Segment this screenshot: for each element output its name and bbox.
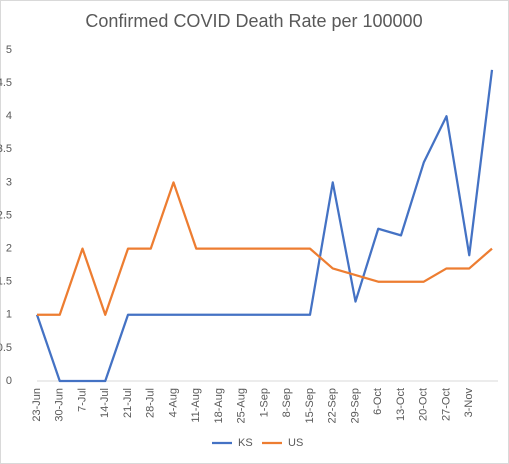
y-tick-label: 4 — [6, 110, 12, 122]
legend-label: KS — [238, 437, 253, 449]
x-tick-label: 27-Oct — [440, 388, 452, 421]
series-line — [35, 69, 494, 383]
x-tick-label: 1-Sep — [258, 388, 270, 417]
x-tick-label: 20-Oct — [418, 388, 430, 421]
x-tick-label: 29-Sep — [349, 388, 361, 423]
x-tick-label: 28-Jul — [145, 388, 157, 418]
x-tick-label: 14-Jul — [99, 388, 111, 418]
legend-label: US — [288, 437, 303, 449]
x-tick-label: 18-Aug — [213, 388, 225, 423]
y-tick-label: 5 — [6, 44, 12, 56]
x-tick-label: 7-Jul — [76, 388, 88, 412]
x-tick-label: 22-Sep — [327, 388, 339, 423]
y-tick-label: 3 — [6, 176, 12, 188]
x-tick-label: 23-Jun — [31, 388, 43, 422]
x-tick-label: 8-Sep — [281, 388, 293, 417]
x-tick-label: 25-Aug — [236, 388, 248, 423]
y-tick-label: 3.5 — [0, 143, 12, 155]
y-tick-label: 1.5 — [0, 276, 12, 288]
x-tick-label: 11-Aug — [190, 388, 202, 423]
series-line — [37, 181, 493, 316]
chart-title: Confirmed COVID Death Rate per 100000 — [85, 11, 422, 31]
y-tick-label: 2 — [6, 243, 12, 255]
x-tick-label: 13-Oct — [395, 388, 407, 421]
x-tick-label: 15-Sep — [304, 388, 316, 423]
x-tick-label: 21-Jul — [122, 388, 134, 418]
y-tick-label: 2.5 — [0, 209, 12, 221]
y-tick-label: 0.5 — [0, 342, 12, 354]
x-tick-label: 4-Aug — [167, 388, 179, 417]
x-tick-label: 6-Oct — [372, 388, 384, 415]
y-tick-label: 4.5 — [0, 77, 12, 89]
x-tick-label: 3-Nov — [463, 388, 475, 418]
x-tick-label: 30-Jun — [54, 388, 66, 422]
y-tick-label: 0 — [6, 375, 12, 387]
y-tick-label: 1 — [6, 309, 12, 321]
